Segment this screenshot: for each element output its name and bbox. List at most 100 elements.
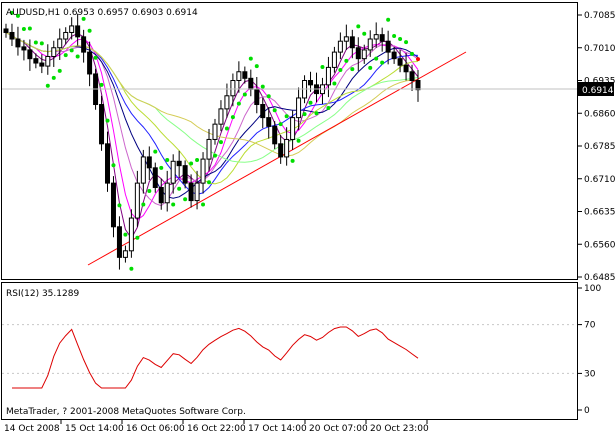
price-tick-label: 0.7010: [584, 44, 615, 54]
psar-dot: [416, 57, 420, 62]
candle-body: [99, 104, 105, 145]
price-tick-label: 0.6935: [584, 77, 615, 87]
psar-dot: [230, 115, 235, 120]
psar-dot: [207, 180, 212, 185]
psar-dot: [57, 68, 62, 73]
candle-body: [87, 51, 93, 75]
candle-body: [75, 25, 81, 38]
time-tick-label: 15 Oct 14:00: [65, 424, 124, 434]
psar-dot: [296, 138, 301, 143]
candle-body: [134, 182, 140, 219]
psar-dot: [21, 26, 26, 31]
candle-body: [200, 158, 206, 184]
psar-dot: [177, 186, 182, 191]
candle-body: [331, 51, 337, 68]
candle-body: [415, 80, 421, 91]
candle-body: [51, 47, 57, 57]
psar-dot: [242, 92, 247, 97]
current-price-label: 0.6914: [582, 86, 614, 96]
candle-body: [182, 165, 188, 184]
psar-dot: [189, 161, 194, 166]
psar-dot: [123, 232, 128, 237]
candle-body: [355, 47, 361, 60]
rsi-panel[interactable]: RSI(12) 35.1289 MetaTrader, ? 2001-2008 …: [1, 282, 578, 420]
candle-body: [128, 217, 134, 252]
candle-body: [105, 143, 111, 184]
psar-dot: [392, 33, 397, 38]
rsi-axis[interactable]: 100 70 30 0: [578, 284, 601, 416]
psar-dot: [338, 68, 343, 73]
psar-dot: [15, 13, 20, 18]
candle-body: [230, 80, 236, 97]
psar-dot: [129, 266, 134, 271]
psar-dot: [386, 17, 391, 22]
candle-body: [218, 108, 224, 125]
psar-dot: [350, 67, 355, 72]
psar-dot: [69, 48, 74, 53]
moving-average-line: [5, 32, 419, 240]
psar-dot: [141, 202, 146, 207]
price-tick-label: 0.6860: [584, 109, 615, 119]
candle-body: [284, 138, 290, 158]
candle-body: [3, 28, 9, 33]
candle-body: [33, 58, 39, 64]
candle-body: [152, 167, 158, 188]
candle-body: [69, 25, 75, 33]
trendline[interactable]: [87, 51, 467, 266]
psar-dot: [302, 112, 307, 117]
psar-dot: [63, 53, 68, 58]
candle-body: [343, 36, 349, 42]
candle-body: [242, 71, 248, 79]
rsi-tick-label: 70: [584, 321, 596, 331]
psar-dot: [33, 40, 38, 45]
psar-dot: [45, 83, 50, 88]
price-axis[interactable]: 0.7085 0.7010 0.6935 0.6860 0.6785 0.6710 0.66…: [578, 11, 615, 283]
time-tick-label: 14 Oct 2008: [4, 424, 60, 434]
parabolic-sar-dots: [9, 10, 420, 271]
candle-body: [116, 226, 122, 258]
candle-body: [164, 182, 170, 204]
candle-body: [361, 49, 367, 60]
psar-dot: [332, 81, 337, 86]
candle-body: [254, 88, 260, 106]
candle-body: [260, 104, 266, 119]
candle-body: [385, 40, 391, 53]
price-tick-label: 0.7085: [584, 11, 615, 21]
candle-body: [39, 62, 45, 67]
psar-dot: [368, 65, 373, 70]
psar-dot: [165, 157, 170, 162]
current-price-badge: [578, 82, 614, 96]
rsi-line: [12, 326, 419, 389]
price-tick-label: 0.6560: [584, 240, 615, 250]
time-tick-label: 17 Oct 14:00: [248, 424, 307, 434]
candle-body: [170, 160, 176, 184]
psar-dot: [201, 202, 206, 207]
time-tick-label: 20 Oct 07:00: [309, 424, 368, 434]
candle-body: [9, 31, 15, 40]
psar-dot: [410, 51, 415, 56]
candle-body: [325, 66, 331, 86]
candle-body: [272, 125, 278, 145]
chart-title: AUDUSD,H1 0.6953 0.6957 0.6903 0.6914: [6, 8, 198, 18]
price-panel-border: [1, 2, 578, 280]
rsi-tick-label: 100: [584, 284, 601, 294]
candle-body: [278, 143, 284, 158]
price-panel[interactable]: AUDUSD,H1 0.6953 0.6957 0.6903 0.6914: [1, 2, 579, 280]
price-tick-label: 0.6635: [584, 208, 615, 218]
price-tick-label: 0.6485: [584, 273, 615, 283]
psar-dot: [171, 202, 176, 207]
psar-dot: [159, 165, 164, 170]
time-tick-label: 16 Oct 06:00: [126, 424, 185, 434]
candle-body: [188, 182, 194, 202]
psar-dot: [183, 197, 188, 202]
psar-dot: [93, 55, 98, 60]
candle-body: [248, 77, 254, 90]
candle-body: [122, 250, 128, 258]
psar-dot: [278, 122, 283, 127]
time-axis[interactable]: 14 Oct 2008 15 Oct 14:00 16 Oct 06:00 16 Oc…: [4, 420, 429, 434]
candle-body: [45, 55, 51, 67]
psar-dot: [356, 24, 361, 29]
psar-dot: [290, 158, 295, 163]
